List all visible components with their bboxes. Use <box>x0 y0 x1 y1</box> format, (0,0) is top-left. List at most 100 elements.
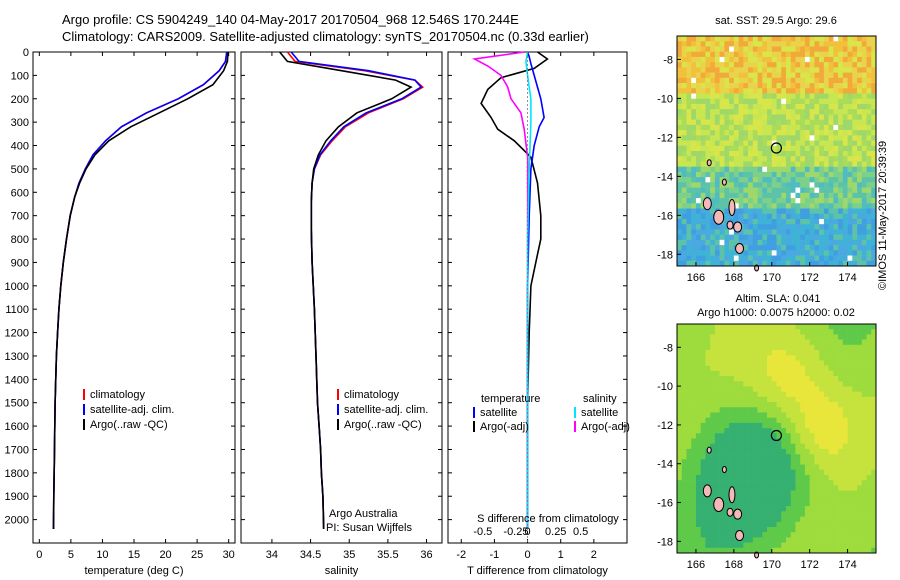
sst-map-cell <box>695 151 701 157</box>
sla-map-cell <box>700 459 706 465</box>
sla-map-cell <box>838 443 844 450</box>
sst-map-cell <box>743 135 749 141</box>
sst-map-cell <box>871 192 877 199</box>
sst-map-cell <box>700 182 706 188</box>
sla-map-cell <box>781 469 787 476</box>
sst-map-cell <box>776 177 782 183</box>
sla-map-cell <box>809 350 815 356</box>
sst-map-cell <box>762 56 768 63</box>
sst-map-cell <box>771 109 777 115</box>
sst-map-cell <box>866 51 872 58</box>
sst-map-cell <box>819 229 825 235</box>
sla-map-cell <box>838 537 844 543</box>
sla-map-cell <box>828 376 834 382</box>
sst-map-cell <box>785 213 792 220</box>
sst-map-cell <box>776 77 782 84</box>
sla-map-cell <box>724 360 730 366</box>
sla-map-cell <box>871 417 877 424</box>
sst-map-cell <box>691 192 697 199</box>
sst-map-cell <box>719 208 725 215</box>
sst-map-cell <box>719 51 725 58</box>
sla-map-cell <box>686 474 692 481</box>
sst-map-cell <box>681 245 687 251</box>
sst-map-cell <box>833 177 839 183</box>
sla-map-cell <box>681 396 687 403</box>
sst-map-cell <box>871 208 877 215</box>
sst-map-cell <box>700 166 706 173</box>
sst-map-cell <box>700 77 706 84</box>
sla-map-cell <box>852 506 858 512</box>
sst-map-cell <box>743 213 749 220</box>
sla-map-cell <box>729 334 735 340</box>
sst-map-cell <box>871 145 877 152</box>
sst-map-cell <box>838 234 844 241</box>
sst-map-cell <box>861 203 867 209</box>
sla-map-cell <box>838 474 844 481</box>
sla-map-cell <box>795 402 801 408</box>
sst-map-cell <box>790 140 796 147</box>
sst-map-cell <box>781 187 787 194</box>
sst-map-cell <box>857 161 863 167</box>
sst-map-cell <box>710 229 716 235</box>
sst-map-cell <box>705 234 711 241</box>
sla-map-cell <box>705 506 711 512</box>
sla-map-cell <box>767 521 773 528</box>
sla-map-cell <box>861 350 867 356</box>
sla-map-cell <box>795 485 801 491</box>
sla-map-cell <box>757 537 763 543</box>
sst-map-cell <box>871 156 877 162</box>
sla-map-cell <box>861 376 867 382</box>
sla-map-cell <box>695 386 701 392</box>
sst-map-cell <box>695 218 701 225</box>
sla-map-cell <box>838 376 844 382</box>
sst-map-cell <box>861 208 867 215</box>
sla-map-cell <box>857 500 863 507</box>
sst-map-cell <box>776 213 782 220</box>
sla-map-cell <box>857 506 863 512</box>
sla-map-cell <box>828 469 834 476</box>
sla-map-cell <box>861 339 867 346</box>
sst-map-cell <box>757 72 763 79</box>
sla-map-cell <box>771 355 777 361</box>
sst-map-cell <box>738 213 744 220</box>
sla-map-cell <box>823 433 829 439</box>
sst-map-cell <box>847 255 853 262</box>
sst-map-cell <box>866 98 872 105</box>
sla-map-cell <box>762 417 768 424</box>
sla-map-cell <box>681 386 687 392</box>
sla-map-cell <box>809 469 815 476</box>
sst-map-cell <box>776 182 782 188</box>
sst-map-cell <box>871 124 877 131</box>
sst-map-cell <box>724 77 730 84</box>
sla-map-cell <box>866 417 872 424</box>
sst-map-ytick-label: -16 <box>657 210 673 222</box>
sla-map-cell <box>809 391 815 398</box>
sst-map-cell <box>800 156 806 162</box>
sla-map-cell <box>871 542 877 549</box>
sla-map-cell <box>710 490 716 497</box>
sst-map-cell <box>842 208 848 215</box>
sst-map-cell <box>842 56 848 63</box>
difference-from-climatology-xtick-label: 2 <box>591 549 597 561</box>
sla-map-cell <box>804 334 810 340</box>
sst-map-cell <box>800 103 806 110</box>
sla-map-cell <box>710 407 716 413</box>
sst-map-cell <box>733 250 739 256</box>
sla-map-cell <box>748 355 754 361</box>
sla-map-cell <box>861 428 867 434</box>
sst-map-cell <box>866 192 872 199</box>
sst-map-cell <box>762 98 768 105</box>
sst-map-cell <box>686 255 692 262</box>
sst-map-cell <box>857 88 863 94</box>
sst-map-cell <box>781 72 787 79</box>
sst-map-cell <box>695 103 701 110</box>
sla-map-cell <box>800 537 806 543</box>
sla-map-cell <box>871 412 877 418</box>
sla-map-cell <box>767 402 773 408</box>
sst-map-cell <box>795 56 801 63</box>
sst-map-cell <box>771 67 777 73</box>
sst-map-cell <box>804 171 810 178</box>
sst-map-cell <box>714 46 720 52</box>
sla-map-cell <box>762 516 768 523</box>
sla-map-cell <box>695 500 701 507</box>
